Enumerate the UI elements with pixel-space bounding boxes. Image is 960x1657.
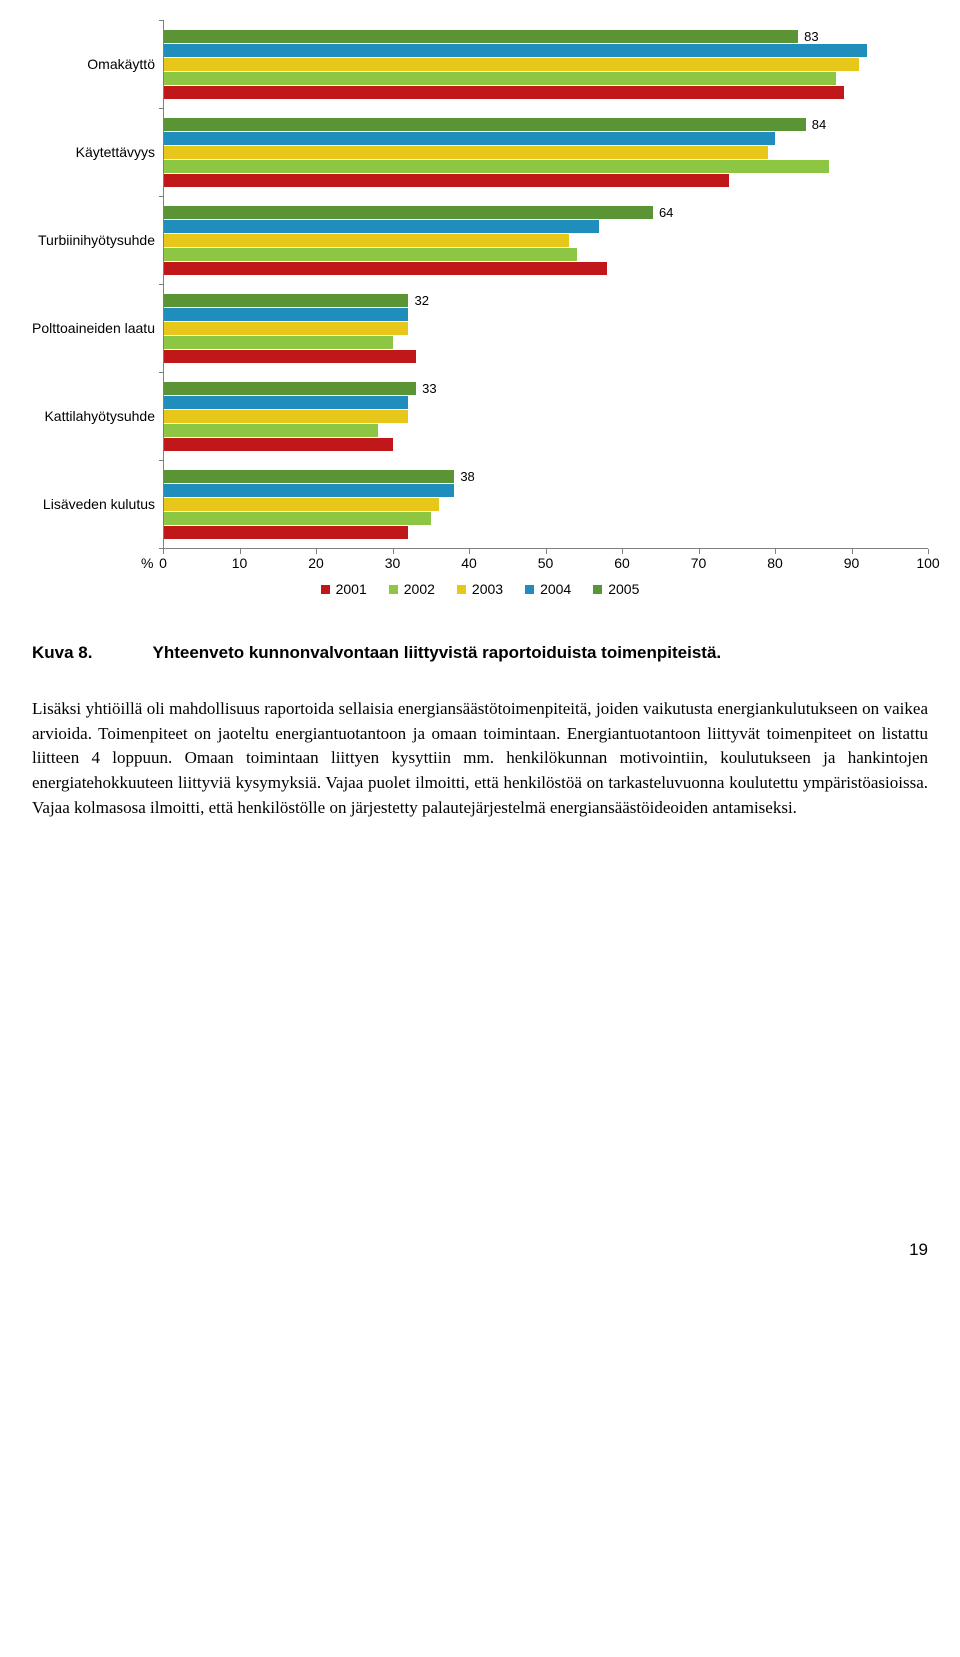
category-label: Kattilahyötysuhde bbox=[32, 372, 155, 460]
x-tick-label: 80 bbox=[767, 555, 783, 571]
body-paragraph: Lisäksi yhtiöillä oli mahdollisuus rapor… bbox=[32, 697, 928, 820]
legend-item: 2002 bbox=[389, 581, 435, 597]
category-label: Käytettävyys bbox=[32, 108, 155, 196]
bar: 84 bbox=[164, 118, 806, 131]
bar bbox=[164, 132, 775, 145]
legend-item: 2005 bbox=[593, 581, 639, 597]
bar-value-label: 84 bbox=[806, 118, 826, 131]
bar bbox=[164, 336, 393, 349]
legend-swatch bbox=[321, 585, 330, 594]
caption-text: Yhteenveto kunnonvalvontaan liittyvistä … bbox=[152, 643, 721, 663]
bar bbox=[164, 174, 729, 187]
legend-swatch bbox=[389, 585, 398, 594]
category-label: Omakäyttö bbox=[32, 20, 155, 108]
bar bbox=[164, 146, 768, 159]
legend-label: 2004 bbox=[540, 581, 571, 597]
page: OmakäyttöKäytettävyysTurbiinihyötysuhdeP… bbox=[0, 0, 960, 1300]
caption-label: Kuva 8. bbox=[32, 643, 92, 663]
x-tick-label: 70 bbox=[691, 555, 707, 571]
bar bbox=[164, 58, 859, 71]
bar bbox=[164, 484, 454, 497]
bar bbox=[164, 396, 408, 409]
legend-label: 2002 bbox=[404, 581, 435, 597]
bar: 64 bbox=[164, 206, 653, 219]
bar bbox=[164, 262, 607, 275]
bar bbox=[164, 72, 836, 85]
category-label: Turbiinihyötysuhde bbox=[32, 196, 155, 284]
bar bbox=[164, 350, 416, 363]
legend-item: 2004 bbox=[525, 581, 571, 597]
category-label: Polttoaineiden laatu bbox=[32, 284, 155, 372]
x-tick-label: 0 bbox=[159, 555, 167, 571]
bar-value-label: 83 bbox=[798, 30, 818, 43]
legend-swatch bbox=[457, 585, 466, 594]
bar bbox=[164, 308, 408, 321]
chart-legend: 2001 2002 2003 2004 2005 bbox=[32, 581, 928, 597]
x-axis: 0102030405060708090100% bbox=[163, 549, 928, 577]
x-tick-label: 20 bbox=[308, 555, 324, 571]
bar bbox=[164, 234, 569, 247]
bar bbox=[164, 438, 393, 451]
x-tick-label: 50 bbox=[538, 555, 554, 571]
bar bbox=[164, 44, 867, 57]
legend-label: 2003 bbox=[472, 581, 503, 597]
bar: 83 bbox=[164, 30, 798, 43]
bar bbox=[164, 498, 439, 511]
legend-swatch bbox=[593, 585, 602, 594]
bar bbox=[164, 86, 844, 99]
bar bbox=[164, 248, 577, 261]
bar-value-label: 33 bbox=[416, 382, 436, 395]
bar bbox=[164, 526, 408, 539]
bar: 33 bbox=[164, 382, 416, 395]
bar-value-label: 32 bbox=[408, 294, 428, 307]
legend-item: 2003 bbox=[457, 581, 503, 597]
bar bbox=[164, 322, 408, 335]
category-label: Lisäveden kulutus bbox=[32, 460, 155, 548]
bar bbox=[164, 512, 431, 525]
x-tick-label: 60 bbox=[614, 555, 630, 571]
legend-label: 2001 bbox=[336, 581, 367, 597]
category-labels: OmakäyttöKäytettävyysTurbiinihyötysuhdeP… bbox=[32, 20, 163, 577]
x-tick-label: 40 bbox=[461, 555, 477, 571]
plot-area: 838464323338 0102030405060708090100% bbox=[163, 20, 928, 577]
bar bbox=[164, 160, 829, 173]
x-tick-label: 100 bbox=[916, 555, 939, 571]
bar bbox=[164, 220, 599, 233]
bar: 38 bbox=[164, 470, 454, 483]
bar bbox=[164, 424, 378, 437]
figure-caption: Kuva 8. Yhteenveto kunnonvalvontaan liit… bbox=[32, 643, 928, 663]
bar bbox=[164, 410, 408, 423]
legend-swatch bbox=[525, 585, 534, 594]
chart: OmakäyttöKäytettävyysTurbiinihyötysuhdeP… bbox=[32, 20, 928, 577]
legend-item: 2001 bbox=[321, 581, 367, 597]
bar: 32 bbox=[164, 294, 408, 307]
page-number: 19 bbox=[32, 1240, 928, 1260]
bar-value-label: 64 bbox=[653, 206, 673, 219]
x-tick-label: 30 bbox=[385, 555, 401, 571]
legend-label: 2005 bbox=[608, 581, 639, 597]
x-tick-label: 90 bbox=[844, 555, 860, 571]
x-axis-unit: % bbox=[141, 555, 153, 571]
bar-value-label: 38 bbox=[454, 470, 474, 483]
x-tick-label: 10 bbox=[232, 555, 248, 571]
